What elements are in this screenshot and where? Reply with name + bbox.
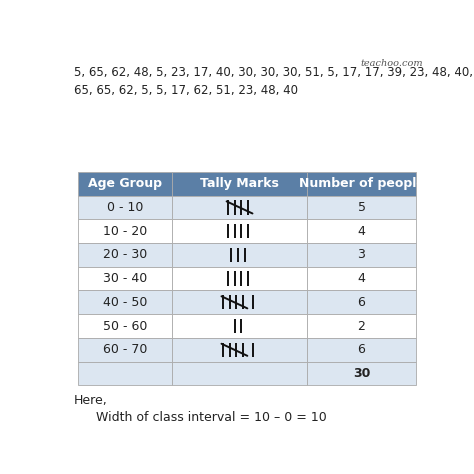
Bar bbox=[78, 219, 172, 243]
Bar bbox=[308, 196, 416, 219]
Bar bbox=[172, 196, 308, 219]
Bar bbox=[308, 338, 416, 362]
Text: Age Group: Age Group bbox=[88, 177, 162, 190]
Text: 5, 65, 62, 48, 5, 23, 17, 40, 30, 30, 30, 51, 5, 17, 17, 39, 23, 48, 40,: 5, 65, 62, 48, 5, 23, 17, 40, 30, 30, 30… bbox=[74, 66, 473, 79]
Text: Number of people: Number of people bbox=[299, 177, 424, 190]
Text: 30 - 40: 30 - 40 bbox=[103, 272, 147, 285]
Bar bbox=[308, 291, 416, 314]
Bar bbox=[172, 291, 308, 314]
Bar bbox=[172, 362, 308, 385]
Text: 0 - 10: 0 - 10 bbox=[107, 201, 143, 214]
Text: teachoo.com: teachoo.com bbox=[360, 59, 423, 68]
Text: 4: 4 bbox=[357, 272, 365, 285]
Text: 60 - 70: 60 - 70 bbox=[103, 343, 147, 356]
Text: Tally Marks: Tally Marks bbox=[201, 177, 279, 190]
Bar bbox=[308, 243, 416, 267]
Text: 4: 4 bbox=[357, 225, 365, 237]
Bar bbox=[78, 362, 172, 385]
Bar bbox=[78, 243, 172, 267]
Bar bbox=[78, 267, 172, 291]
Bar bbox=[308, 362, 416, 385]
Text: 5: 5 bbox=[357, 201, 365, 214]
Bar bbox=[172, 338, 308, 362]
Text: 30: 30 bbox=[353, 367, 370, 380]
Text: 2: 2 bbox=[357, 319, 365, 333]
Bar bbox=[78, 338, 172, 362]
Text: 3: 3 bbox=[357, 248, 365, 261]
Text: 10 - 20: 10 - 20 bbox=[103, 225, 147, 237]
Text: 6: 6 bbox=[357, 296, 365, 309]
Bar bbox=[172, 314, 308, 338]
Bar bbox=[78, 314, 172, 338]
Text: 20 - 30: 20 - 30 bbox=[103, 248, 147, 261]
Bar bbox=[308, 172, 416, 196]
Text: 40 - 50: 40 - 50 bbox=[103, 296, 147, 309]
Text: 50 - 60: 50 - 60 bbox=[103, 319, 147, 333]
Bar bbox=[172, 243, 308, 267]
Text: 6: 6 bbox=[357, 343, 365, 356]
Text: Here,: Here, bbox=[74, 394, 108, 408]
Bar bbox=[308, 314, 416, 338]
Bar bbox=[78, 196, 172, 219]
Bar bbox=[172, 219, 308, 243]
Bar bbox=[308, 267, 416, 291]
Bar bbox=[172, 172, 308, 196]
Text: Width of class interval = 10 – 0 = 10: Width of class interval = 10 – 0 = 10 bbox=[96, 411, 327, 424]
Bar bbox=[172, 267, 308, 291]
Bar bbox=[78, 172, 172, 196]
Bar bbox=[78, 291, 172, 314]
Text: 65, 65, 62, 5, 5, 17, 62, 51, 23, 48, 40: 65, 65, 62, 5, 5, 17, 62, 51, 23, 48, 40 bbox=[74, 84, 298, 97]
Bar bbox=[308, 219, 416, 243]
